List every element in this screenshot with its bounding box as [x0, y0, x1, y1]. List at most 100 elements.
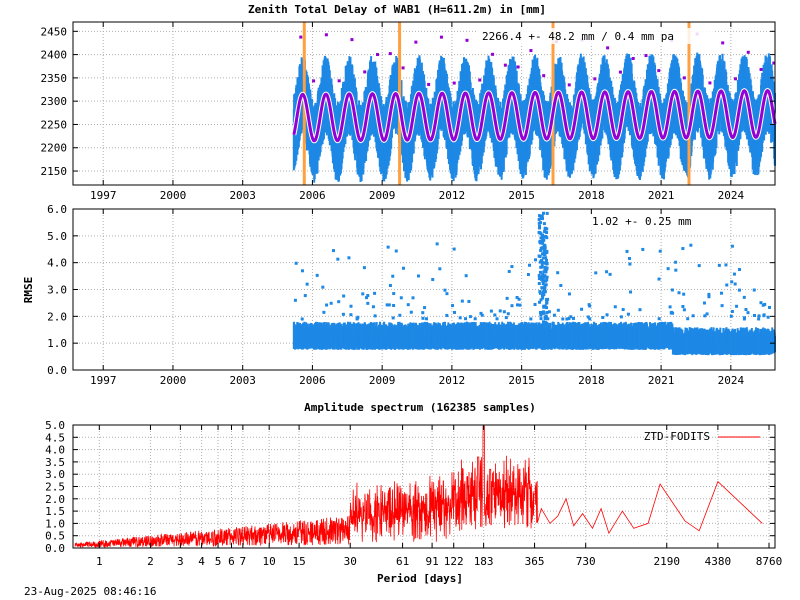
rmse-outlier-point	[638, 308, 642, 312]
rmse-outlier-point	[730, 309, 734, 313]
rmse-outlier-point	[542, 243, 546, 247]
rmse-y-tick-label: 2.0	[47, 310, 67, 323]
ztd-x-tick-label: 2024	[718, 189, 745, 202]
spectrum-x-tick-label: 15	[292, 555, 305, 568]
rmse-outlier-point	[386, 245, 390, 249]
ztd-outlier-point	[350, 38, 354, 42]
spectrum-x-tick-label: 122	[444, 555, 464, 568]
rmse-outlier-point	[724, 263, 728, 267]
spectrum-x-tick-label: 30	[344, 555, 357, 568]
spectrum-y-tick-label: 1.5	[45, 505, 65, 518]
ztd-outlier-point	[567, 83, 571, 87]
rmse-outlier-point	[541, 211, 545, 215]
rmse-outlier-point	[541, 320, 545, 324]
rmse-outlier-point	[445, 313, 449, 317]
rmse-outlier-point	[424, 317, 428, 321]
rmse-outlier-point	[445, 292, 449, 296]
rmse-outlier-point	[752, 288, 756, 292]
rmse-outlier-point	[556, 308, 560, 312]
ztd-outlier-point	[363, 70, 367, 74]
ztd-x-axis: 1997 2000 2003 2006 2009 2012 2015 2018 2021 2024	[90, 22, 744, 202]
spectrum-x-tick-label: 3	[177, 555, 184, 568]
rmse-outlier-point	[387, 303, 391, 307]
spectrum-x-tick-label: 183	[474, 555, 494, 568]
ztd-plot-frame	[72, 21, 776, 186]
rmse-outlier-point	[545, 278, 549, 282]
rmse-outlier-point	[541, 234, 545, 238]
rmse-outlier-point	[336, 257, 340, 261]
rmse-outlier-point	[543, 323, 547, 327]
spectrum-x-tick-label: 8760	[756, 555, 783, 568]
rmse-outlier-point	[588, 317, 592, 321]
rmse-outlier-point	[691, 314, 695, 318]
spectrum-line	[74, 425, 763, 549]
rmse-outlier-point	[537, 274, 541, 278]
spectrum-x-tick-label: 1	[96, 555, 103, 568]
rmse-outlier-point	[543, 304, 547, 308]
rmse-outlier-point	[537, 217, 541, 221]
rmse-outlier-point	[411, 296, 415, 300]
rmse-outlier-point	[537, 221, 541, 225]
spectrum-y-axis: 0.00.51.01.52.02.53.03.54.04.55.0	[45, 419, 775, 555]
rmse-x-tick-label: 2012	[439, 374, 466, 387]
rmse-outlier-point	[556, 271, 560, 275]
rmse-outlier-point	[545, 262, 549, 266]
rmse-x-tick-label: 2003	[229, 374, 256, 387]
rmse-outlier-point	[545, 266, 549, 270]
rmse-outlier-point	[586, 315, 590, 319]
ztd-x-tick-label: 2003	[229, 189, 256, 202]
spectrum-x-tick-label: 365	[525, 555, 545, 568]
rmse-outlier-point	[361, 292, 365, 296]
rmse-outlier-point	[366, 293, 370, 297]
rmse-outlier-point	[542, 222, 546, 226]
rmse-outlier-point	[666, 267, 670, 271]
rmse-outlier-point	[545, 306, 549, 310]
rmse-outlier-point	[303, 294, 307, 298]
ztd-outlier-point	[376, 53, 380, 57]
rmse-outlier-point	[394, 249, 398, 253]
ztd-outlier-point	[682, 76, 686, 80]
rmse-outlier-point	[619, 315, 623, 319]
ztd-outlier-point	[644, 54, 648, 58]
rmse-outlier-point	[464, 274, 468, 278]
rmse-outlier-point	[305, 282, 309, 286]
rmse-y-tick-label: 0.0	[47, 364, 67, 377]
rmse-outlier-point	[538, 290, 542, 294]
rmse-outlier-point	[541, 279, 545, 283]
rmse-outlier-point	[385, 303, 389, 307]
rmse-outlier-point	[423, 306, 427, 310]
rmse-outlier-point	[544, 283, 548, 287]
rmse-outlier-point	[546, 317, 550, 321]
rmse-y-axis: 0.0 1.0 2.0 3.0 4.0 5.0 6.0	[47, 203, 775, 377]
rmse-outlier-point	[458, 316, 462, 320]
rmse-outlier-point	[453, 310, 457, 314]
rmse-outlier-point	[737, 267, 741, 271]
rmse-outlier-point	[539, 246, 543, 250]
rmse-outlier-point	[506, 312, 510, 316]
rmse-outlier-point	[730, 244, 734, 248]
spectrum-x-label: Period [days]	[377, 572, 463, 585]
rmse-outlier-point	[571, 316, 575, 320]
spectrum-x-tick-label: 2	[147, 555, 154, 568]
ztd-seasonal-fit	[291, 87, 778, 144]
rmse-outlier-point	[767, 305, 771, 309]
rmse-outlier-point	[762, 313, 766, 317]
rmse-outlier-point	[409, 310, 413, 314]
rmse-outlier-point	[561, 317, 565, 321]
rmse-outlier-point	[594, 271, 598, 275]
ztd-x-tick-label: 2018	[578, 189, 605, 202]
rmse-outlier-point	[321, 285, 325, 289]
rmse-outlier-point	[545, 227, 549, 231]
rmse-outlier-point	[621, 308, 625, 312]
rmse-outlier-point	[529, 317, 533, 321]
rmse-outlier-point	[539, 275, 543, 279]
rmse-outlier-point	[388, 283, 392, 287]
spectrum-y-tick-label: 2.5	[45, 481, 65, 494]
rmse-y-tick-label: 5.0	[47, 230, 67, 243]
rmse-outlier-point	[541, 286, 545, 290]
ztd-outlier-point	[708, 81, 712, 85]
rmse-x-tick-label: 2021	[648, 374, 675, 387]
rmse-x-tick-label: 1997	[90, 374, 117, 387]
rmse-outlier-point	[467, 299, 471, 303]
rmse-outlier-point	[544, 256, 548, 260]
